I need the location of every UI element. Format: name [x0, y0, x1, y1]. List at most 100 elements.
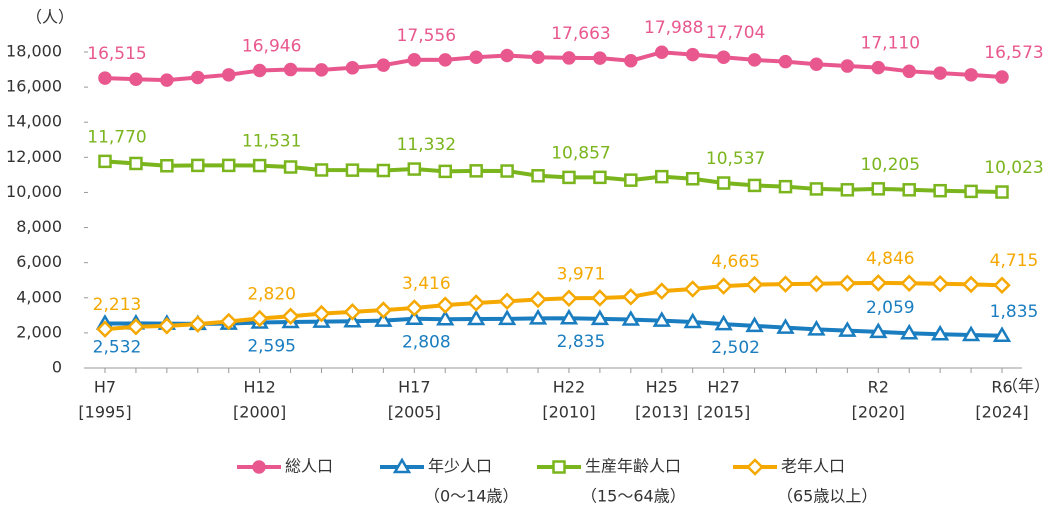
- point: [560, 289, 578, 308]
- point: [127, 317, 145, 336]
- legend-marker: [552, 460, 566, 474]
- data-label: 10,537: [706, 149, 765, 169]
- data-label: 2,595: [247, 336, 296, 356]
- y-tick-label: 8,000: [16, 217, 62, 236]
- x-tick-year: [2000]: [233, 403, 286, 422]
- x-tick-label: H27: [707, 378, 739, 397]
- x-tick-year: [1995]: [78, 403, 131, 422]
- x-tick-year: [2013]: [635, 403, 688, 422]
- data-label: 10,205: [861, 155, 920, 175]
- point: [96, 320, 114, 338]
- point: [312, 304, 331, 323]
- point: [252, 158, 267, 173]
- point: [714, 277, 733, 295]
- point: [528, 308, 548, 325]
- series-line: [104, 50, 1003, 83]
- point: [838, 321, 857, 337]
- point: [869, 274, 888, 292]
- x-tick-label: H17: [398, 378, 430, 397]
- y-tick-label: 2,000: [16, 322, 62, 341]
- point: [436, 309, 455, 326]
- point: [961, 325, 981, 342]
- x-tick-year: [2020]: [852, 403, 905, 422]
- point: [376, 58, 391, 72]
- point: [283, 62, 298, 77]
- point: [931, 274, 949, 293]
- point: [529, 290, 547, 309]
- legend-label: 総人口: [285, 457, 333, 476]
- point: [98, 71, 112, 85]
- data-label: 17,110: [861, 34, 920, 54]
- point: [559, 308, 579, 325]
- point: [374, 301, 393, 319]
- point: [685, 172, 700, 186]
- legend-label: 年少人口: [428, 457, 492, 476]
- data-label: 3,416: [402, 274, 451, 294]
- point: [438, 164, 452, 179]
- point: [531, 169, 545, 183]
- data-label: 2,059: [866, 298, 915, 318]
- data-label: 2,502: [711, 338, 760, 358]
- data-label: 17,663: [551, 24, 610, 44]
- point: [467, 294, 485, 312]
- data-label: 17,556: [397, 26, 456, 46]
- data-label: 11,332: [397, 135, 456, 155]
- x-tick-year: [2024]: [975, 403, 1028, 422]
- point: [900, 323, 919, 340]
- point: [160, 159, 174, 173]
- point: [407, 162, 422, 176]
- data-label: 16,515: [87, 44, 146, 64]
- data-label: 10,023: [984, 158, 1043, 178]
- x-unit: （年）: [1002, 377, 1050, 396]
- x-tick-year: [2015]: [697, 403, 750, 422]
- data-label: 4,715: [990, 251, 1039, 271]
- point: [871, 182, 886, 196]
- y-tick-label: 18,000: [6, 42, 62, 61]
- point: [902, 183, 916, 197]
- point: [809, 57, 824, 72]
- point: [995, 185, 1009, 199]
- point: [838, 274, 857, 292]
- x-tick-year: [2005]: [388, 403, 441, 422]
- data-label: 11,770: [87, 127, 146, 147]
- legend-note: （15～64歳）: [581, 487, 686, 506]
- point: [562, 51, 576, 65]
- point: [158, 317, 176, 335]
- data-label: 11,531: [242, 132, 301, 152]
- point: [497, 309, 517, 326]
- data-label: 2,213: [93, 295, 142, 315]
- point: [219, 312, 238, 331]
- point: [869, 322, 888, 339]
- point: [716, 176, 731, 190]
- point: [840, 59, 855, 73]
- point: [652, 282, 671, 300]
- point: [964, 68, 978, 82]
- point: [964, 184, 978, 199]
- point: [747, 178, 762, 193]
- point: [129, 156, 143, 171]
- point: [191, 158, 205, 173]
- point: [962, 275, 980, 294]
- x-tick-label: H7: [94, 378, 116, 397]
- point: [345, 163, 360, 177]
- point: [314, 63, 329, 77]
- point: [993, 276, 1011, 294]
- point: [593, 170, 607, 185]
- point: [531, 50, 545, 65]
- point: [745, 275, 764, 294]
- point: [995, 70, 1009, 84]
- y-tick-label: 4,000: [16, 287, 62, 306]
- data-label: 2,820: [247, 284, 296, 304]
- point: [745, 316, 764, 333]
- data-label: 4,665: [711, 252, 760, 272]
- point: [655, 169, 669, 184]
- point: [655, 45, 669, 59]
- point: [436, 296, 455, 314]
- y-tick-label: 6,000: [16, 252, 62, 271]
- x-tick-label: H25: [646, 378, 678, 397]
- point: [776, 318, 795, 334]
- point: [374, 311, 393, 327]
- point: [98, 154, 112, 169]
- point: [466, 309, 486, 326]
